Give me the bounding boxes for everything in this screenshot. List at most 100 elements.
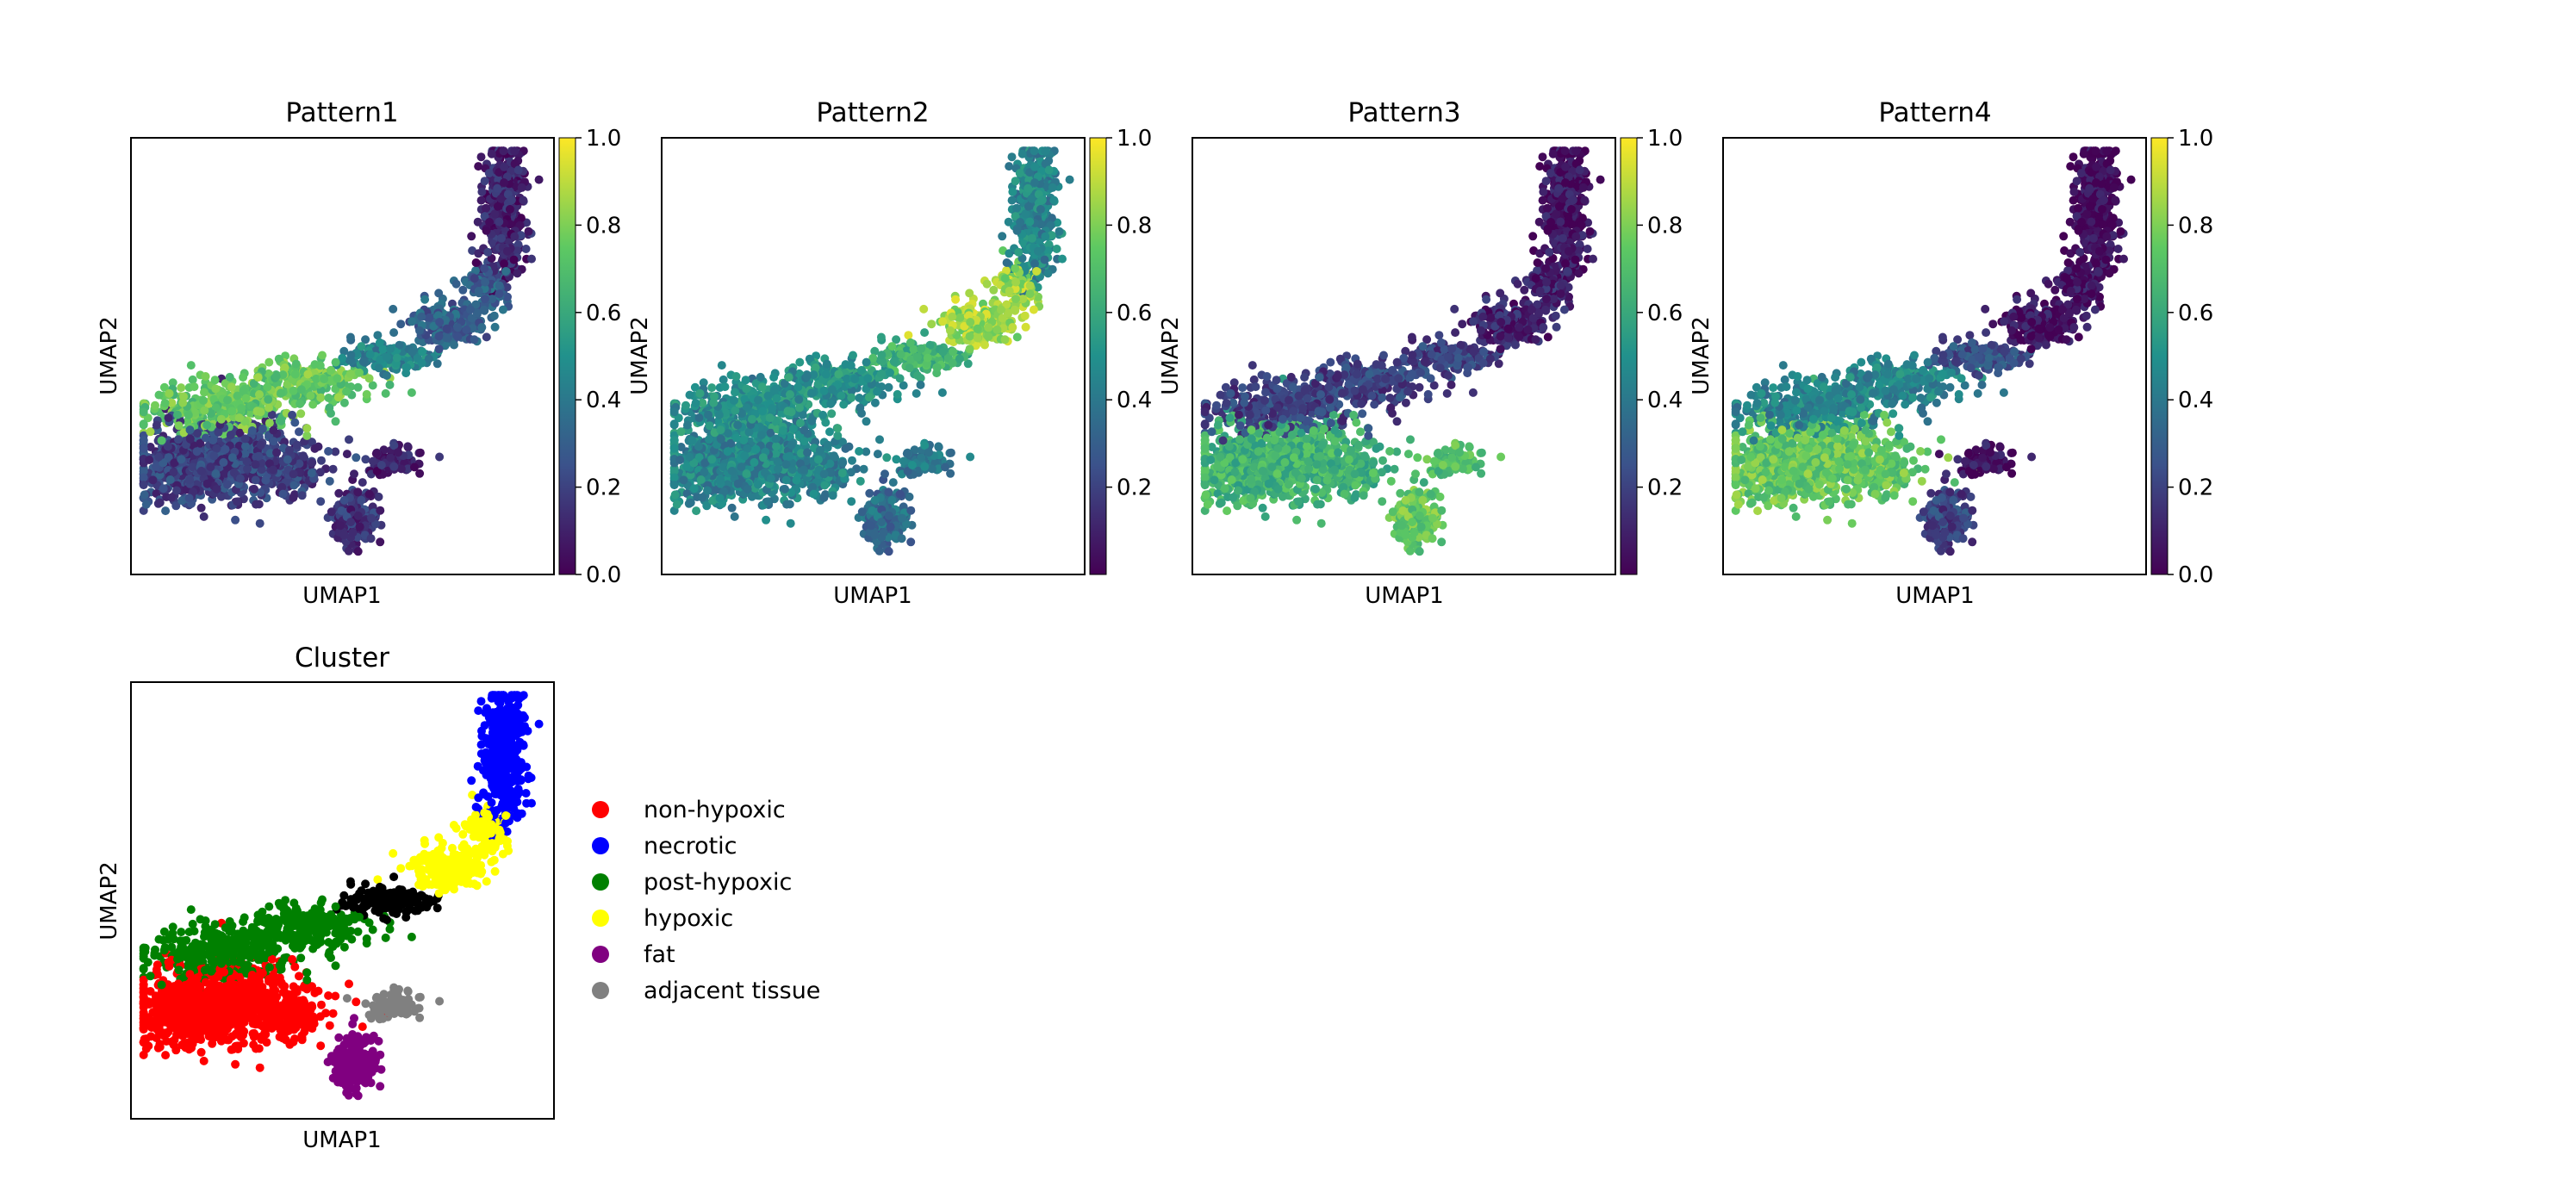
data-point <box>458 285 468 295</box>
data-point <box>214 427 223 437</box>
data-point <box>227 453 237 463</box>
data-point <box>292 440 302 450</box>
data-point <box>317 456 326 465</box>
data-point <box>756 372 765 382</box>
data-point <box>476 152 486 162</box>
data-point <box>345 369 355 378</box>
data-point <box>277 388 286 398</box>
data-point <box>450 340 458 350</box>
data-point <box>139 481 148 490</box>
data-point <box>376 506 385 515</box>
data-point <box>145 456 154 464</box>
data-point <box>934 442 943 451</box>
data-point <box>154 390 164 400</box>
data-point <box>864 393 874 402</box>
panel-pattern1: Pattern1 UMAP1 UMAP2 0.00.20.40.60.81.0 <box>96 97 621 609</box>
data-point <box>353 511 363 520</box>
data-point <box>941 463 949 472</box>
data-point <box>374 492 383 501</box>
data-point <box>290 369 300 379</box>
data-point <box>434 332 444 341</box>
data-point <box>348 528 358 537</box>
data-point <box>251 475 260 485</box>
data-point <box>499 146 508 156</box>
panel-title: Pattern2 <box>816 97 929 128</box>
data-point <box>331 417 340 426</box>
data-point <box>310 444 320 453</box>
data-point <box>376 461 386 469</box>
data-point <box>912 388 921 398</box>
data-point <box>946 448 955 457</box>
data-point <box>139 419 148 429</box>
data-point <box>500 162 509 171</box>
data-point <box>500 259 508 269</box>
data-point <box>513 165 523 175</box>
data-point <box>296 409 306 419</box>
data-point <box>253 373 263 382</box>
data-point <box>288 410 297 419</box>
data-point <box>1029 305 1038 314</box>
data-point <box>485 218 495 227</box>
data-point <box>856 403 865 413</box>
data-point <box>185 475 195 485</box>
data-point <box>296 399 305 408</box>
data-point <box>820 481 830 490</box>
data-point <box>720 382 730 392</box>
data-point <box>289 493 298 502</box>
data-point <box>342 450 352 459</box>
data-point <box>185 434 195 444</box>
data-point <box>496 194 506 203</box>
data-point <box>465 305 475 314</box>
data-point <box>331 447 340 456</box>
data-point <box>256 440 265 450</box>
data-point <box>1055 227 1064 236</box>
colorbar-ticks: 0.00.20.40.60.81.0 <box>576 126 621 588</box>
data-point <box>210 376 220 385</box>
data-point <box>168 378 177 388</box>
colorbar-tick-label: 0.0 <box>586 562 621 588</box>
data-point <box>420 295 430 304</box>
data-point <box>493 202 502 211</box>
data-point <box>289 386 298 395</box>
data-point <box>269 465 277 475</box>
data-point <box>241 394 251 403</box>
data-point <box>184 410 193 419</box>
data-point <box>200 406 209 415</box>
data-point <box>482 226 491 235</box>
data-point <box>374 363 383 373</box>
data-point <box>231 515 240 525</box>
data-point <box>471 258 481 267</box>
data-point <box>339 398 349 407</box>
data-point <box>208 436 218 445</box>
data-point <box>196 466 206 475</box>
data-point <box>174 435 183 444</box>
data-point <box>202 479 212 488</box>
data-point <box>185 425 195 435</box>
data-point <box>223 480 232 489</box>
data-point <box>484 169 494 178</box>
colorbar <box>558 137 576 575</box>
data-point <box>788 424 798 433</box>
data-point <box>199 512 208 521</box>
data-point <box>490 322 500 332</box>
data-point <box>818 410 828 419</box>
data-point <box>462 325 471 334</box>
data-point <box>442 324 451 333</box>
data-point <box>410 463 419 472</box>
data-point <box>256 407 265 417</box>
data-point <box>498 305 507 314</box>
data-point <box>376 537 385 547</box>
data-point <box>179 392 188 401</box>
data-point <box>474 286 483 295</box>
data-point <box>408 317 417 326</box>
data-point <box>277 416 286 425</box>
data-point <box>357 342 366 351</box>
data-point <box>251 460 260 469</box>
data-point <box>905 492 914 501</box>
data-point <box>906 506 916 515</box>
data-point <box>898 513 907 523</box>
data-point <box>1007 152 1017 162</box>
data-point <box>177 383 186 393</box>
data-point <box>727 503 737 512</box>
data-point <box>371 449 381 458</box>
